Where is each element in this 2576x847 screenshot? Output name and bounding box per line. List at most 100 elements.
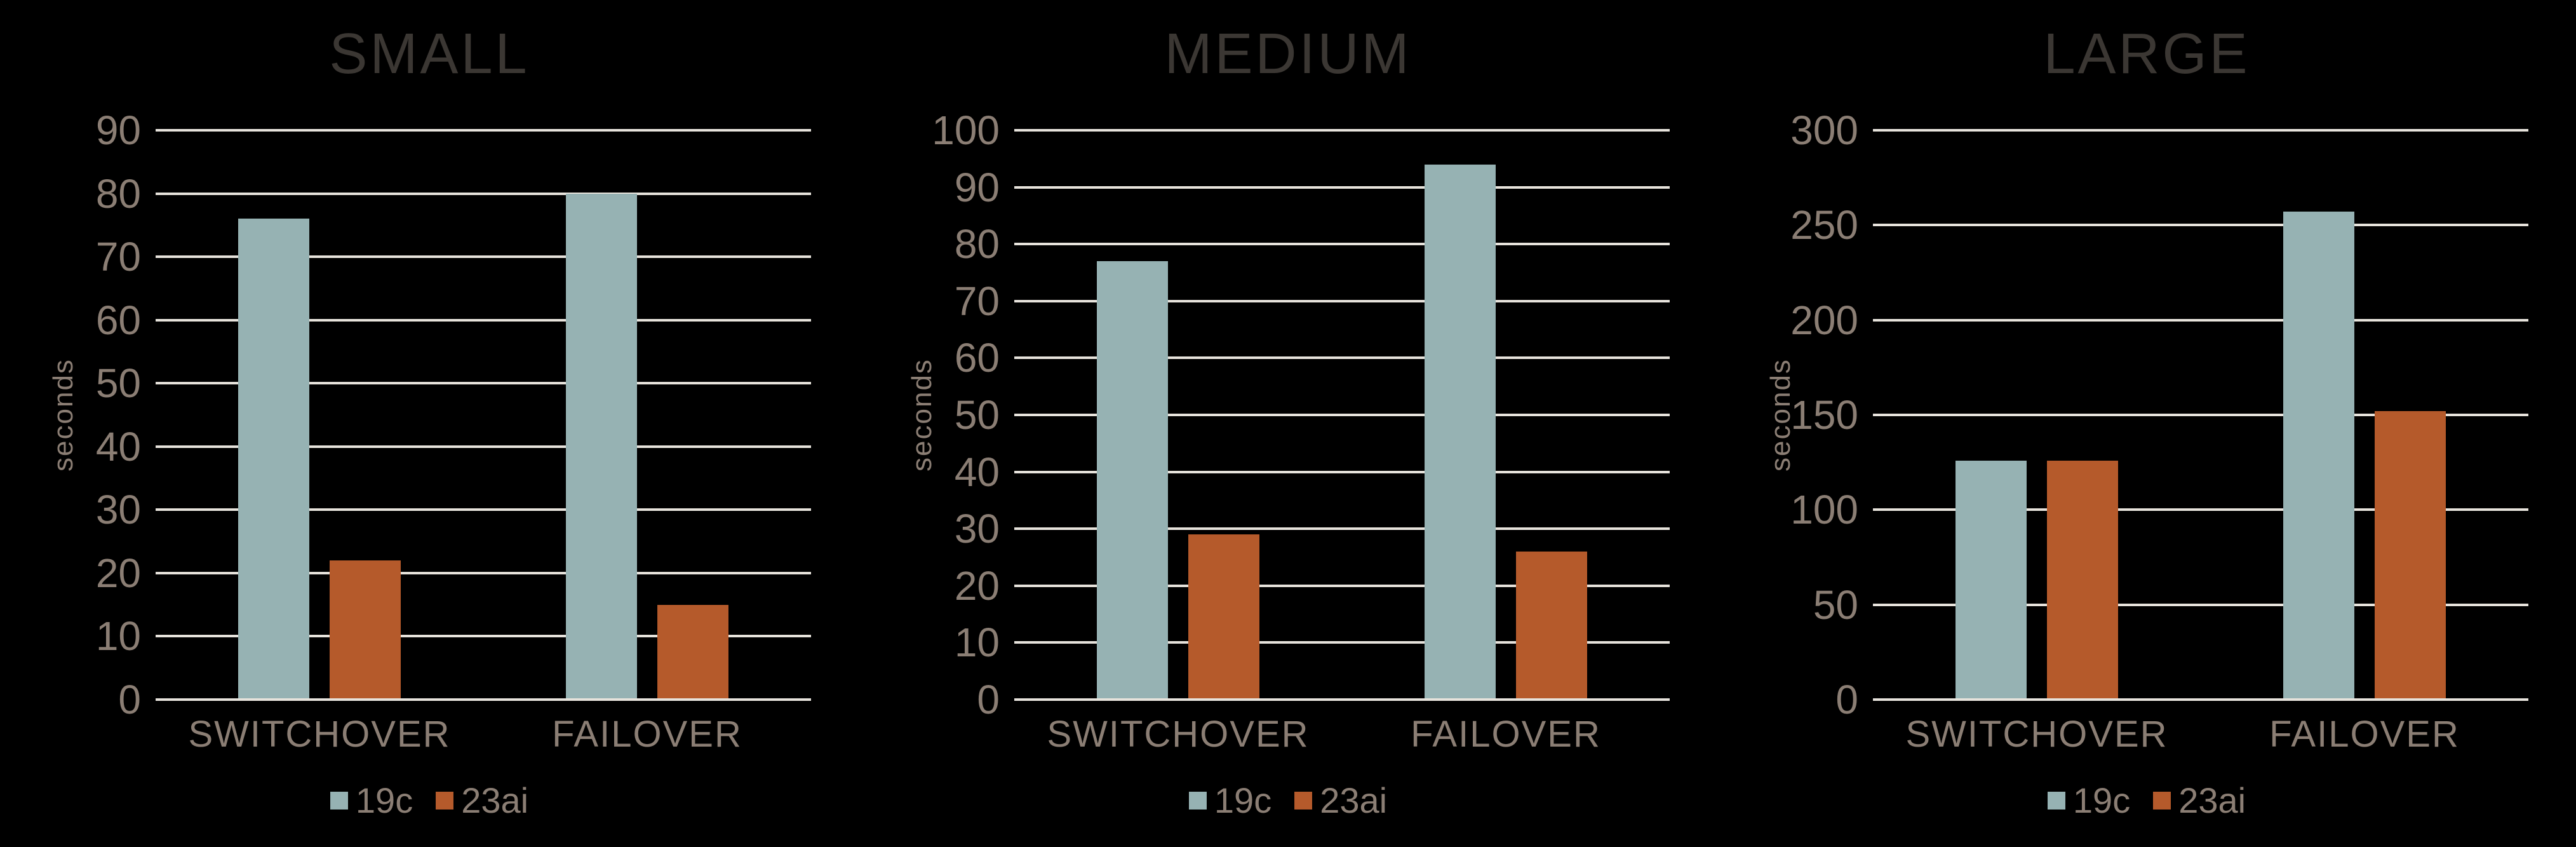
x-category-label: FAILOVER xyxy=(1411,714,1601,755)
gridline xyxy=(156,255,811,259)
gridline xyxy=(1873,603,2528,606)
y-tick-label: 0 xyxy=(977,677,1000,722)
gridline xyxy=(1014,129,1670,132)
legend-swatch-23ai xyxy=(1294,792,1313,810)
bar-23ai-failover xyxy=(657,604,728,700)
y-tick-label: 150 xyxy=(1790,392,1858,438)
y-tick-label: 300 xyxy=(1790,107,1858,153)
bar-23ai-switchover xyxy=(330,560,401,700)
y-tick-label: 90 xyxy=(95,107,141,153)
gridline xyxy=(156,129,811,132)
x-axis-labels: SWITCHOVER FAILOVER xyxy=(1873,713,2528,756)
y-tick-label: 70 xyxy=(95,234,141,280)
legend-swatch-19c xyxy=(1188,792,1207,810)
y-tick-label: 50 xyxy=(954,392,1000,438)
y-tick-label: 50 xyxy=(1813,581,1858,628)
y-tick-label: 50 xyxy=(95,360,141,407)
gridline xyxy=(1873,318,2528,322)
gridline xyxy=(1873,224,2528,227)
gridline xyxy=(1014,186,1670,189)
bar-23ai-failover xyxy=(1516,552,1587,700)
y-tick-label: 10 xyxy=(95,613,141,660)
y-tick-label: 250 xyxy=(1790,202,1858,248)
y-tick-label: 30 xyxy=(95,487,141,533)
x-category-label: FAILOVER xyxy=(552,714,742,755)
y-axis-ticks: 0 10 20 30 40 50 60 70 80 90 xyxy=(0,110,141,720)
legend-label: 19c xyxy=(355,780,413,820)
chart-panel-small: SMALL seconds 0 10 20 30 40 50 60 70 80 90 SWITCH… xyxy=(0,0,859,847)
legend-swatch-19c xyxy=(2047,792,2065,810)
y-tick-label: 200 xyxy=(1790,297,1858,343)
y-tick-label: 40 xyxy=(95,423,141,470)
legend-swatch-23ai xyxy=(2153,792,2171,810)
gridline xyxy=(1014,243,1670,246)
y-tick-label: 20 xyxy=(954,562,1000,609)
y-tick-label: 80 xyxy=(95,170,141,217)
legend-label: 23ai xyxy=(1320,780,1388,820)
legend-swatch-23ai xyxy=(436,792,454,810)
gridline xyxy=(1014,584,1670,587)
y-tick-label: 70 xyxy=(954,278,1000,324)
plot-area xyxy=(156,129,811,701)
y-axis-ticks: 0 50 100 150 200 250 300 xyxy=(1717,110,1858,720)
bar-23ai-switchover xyxy=(2047,460,2118,700)
chart-panel-large: LARGE seconds 0 50 100 150 200 250 300 SWITCHO… xyxy=(1717,0,2576,847)
y-tick-label: 100 xyxy=(932,107,1000,153)
y-tick-label: 100 xyxy=(1790,487,1858,533)
legend-item-23ai: 23ai xyxy=(436,783,528,818)
bar-19c-failover xyxy=(2283,212,2354,700)
x-axis-line xyxy=(1014,698,1670,701)
legend-item-19c: 19c xyxy=(1188,780,1272,820)
gridline xyxy=(156,192,811,195)
legend: 19c 23ai xyxy=(1717,783,2576,818)
gridline xyxy=(1014,356,1670,360)
gridline xyxy=(156,318,811,322)
bar-19c-failover xyxy=(1425,164,1496,700)
y-tick-label: 90 xyxy=(954,164,1000,210)
gridline xyxy=(1014,641,1670,644)
y-tick-label: 0 xyxy=(1835,677,1858,722)
legend-item-23ai: 23ai xyxy=(2153,783,2246,818)
x-axis-line xyxy=(156,698,811,701)
legend-label: 23ai xyxy=(461,780,529,820)
gridline xyxy=(156,445,811,448)
y-tick-label: 60 xyxy=(954,335,1000,381)
bar-19c-switchover xyxy=(238,219,309,700)
y-axis-ticks: 0 10 20 30 40 50 60 70 80 90 100 xyxy=(859,110,1000,720)
y-tick-label: 30 xyxy=(954,506,1000,552)
y-tick-label: 20 xyxy=(95,550,141,596)
bar-19c-failover xyxy=(566,193,637,700)
gridline xyxy=(156,508,811,512)
x-axis-line xyxy=(1873,698,2528,701)
gridline xyxy=(1014,414,1670,416)
chart-title: MEDIUM xyxy=(1164,22,1412,86)
plot-area xyxy=(1873,129,2528,701)
x-category-label: SWITCHOVER xyxy=(1905,714,2168,755)
x-category-label: FAILOVER xyxy=(2269,714,2460,755)
x-axis-labels: SWITCHOVER FAILOVER xyxy=(156,713,811,756)
legend-item-19c: 19c xyxy=(330,783,413,818)
gridline xyxy=(1014,527,1670,531)
bar-19c-switchover xyxy=(1097,261,1168,700)
legend-item-23ai: 23ai xyxy=(1294,783,1387,818)
legend-label: 23ai xyxy=(2178,780,2246,820)
gridline xyxy=(1873,414,2528,416)
x-category-label: SWITCHOVER xyxy=(188,714,451,755)
legend-label: 19c xyxy=(2072,780,2131,820)
bar-23ai-switchover xyxy=(1188,534,1259,700)
gridline xyxy=(1873,508,2528,512)
legend: 19c 23ai xyxy=(0,783,859,818)
chart-panel-medium: MEDIUM seconds 0 10 20 30 40 50 60 70 80 90 100 SW… xyxy=(859,0,1717,847)
x-category-label: SWITCHOVER xyxy=(1047,714,1310,755)
legend-label: 19c xyxy=(1214,780,1272,820)
gridline xyxy=(1014,470,1670,473)
y-tick-label: 10 xyxy=(954,620,1000,666)
y-tick-label: 0 xyxy=(118,677,141,722)
gridline xyxy=(1873,129,2528,132)
chart-title: SMALL xyxy=(329,22,530,86)
y-tick-label: 80 xyxy=(954,221,1000,268)
gridline xyxy=(156,382,811,385)
y-tick-label: 40 xyxy=(954,449,1000,495)
plot-area xyxy=(1014,129,1670,701)
